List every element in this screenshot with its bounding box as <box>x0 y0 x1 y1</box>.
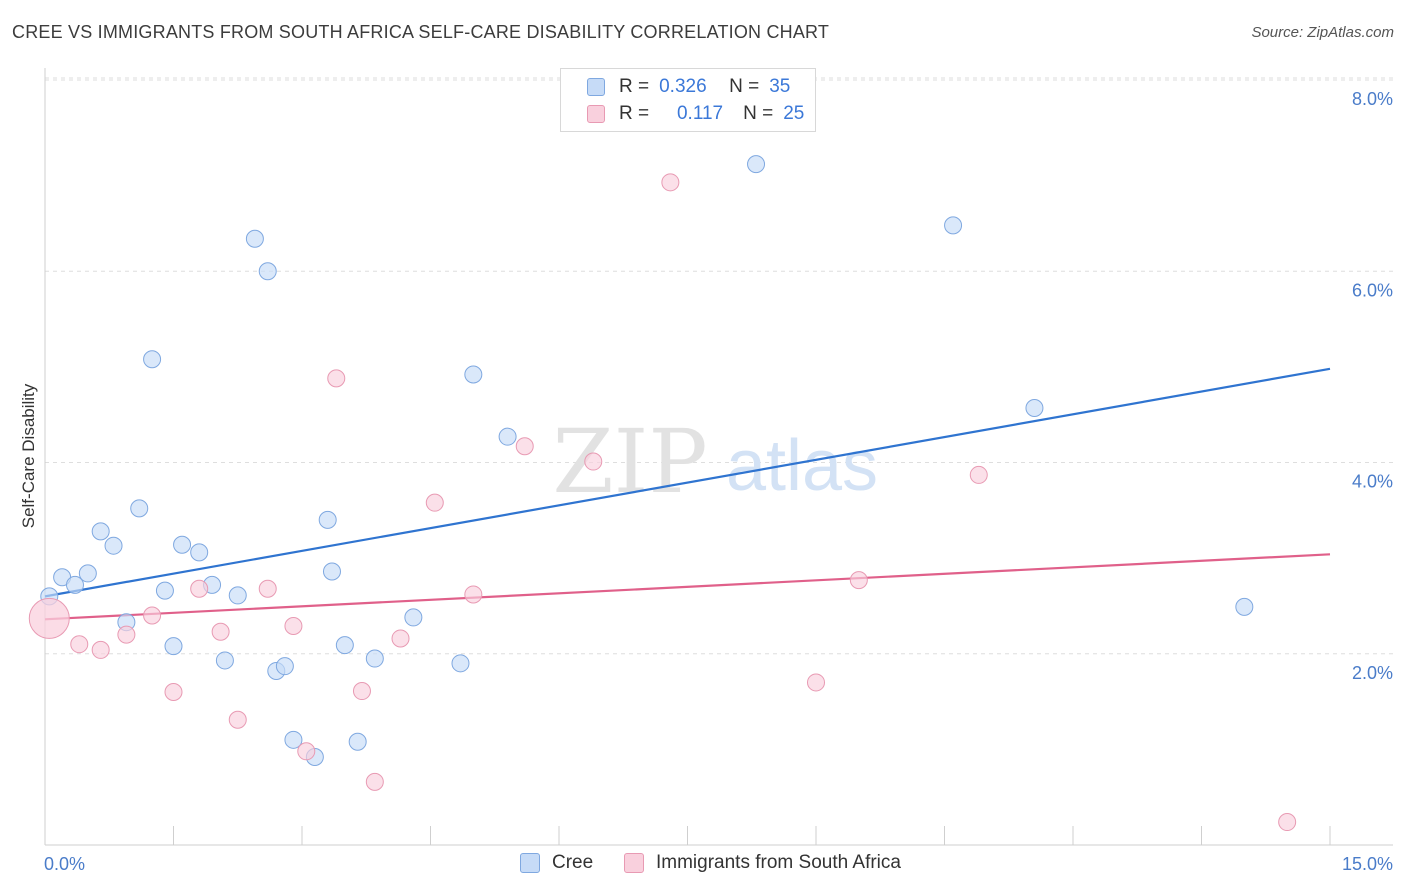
cree-point <box>335 636 354 655</box>
south-africa-point <box>807 673 825 692</box>
cree-point <box>322 562 341 581</box>
stats-legend: R = 0.326 N = 35 R = 0.117 N = 25 <box>560 68 816 132</box>
legend-swatch-south-africa <box>624 853 644 873</box>
south-africa-point <box>297 742 316 761</box>
cree-point <box>215 651 234 670</box>
legend-swatch-cree <box>520 853 540 873</box>
south-africa-point <box>391 629 410 648</box>
series-legend: Cree Immigrants from South Africa <box>0 852 1406 878</box>
south-africa-point <box>91 640 110 659</box>
cree-point <box>1235 597 1254 616</box>
south-africa-point <box>228 710 247 729</box>
cree-point <box>164 637 183 656</box>
trend-line-cree <box>44 367 1331 598</box>
cree-point <box>245 229 264 248</box>
x-tick-label-min: 0.0% <box>44 854 85 874</box>
cree-point <box>498 427 517 446</box>
watermark-atlas: atlas <box>726 426 878 506</box>
south-africa-point <box>425 493 444 512</box>
cree-point <box>747 155 766 174</box>
legend-r-value: 0.326 <box>659 76 707 97</box>
cree-point <box>78 564 97 583</box>
y-tick-label: 2.0% <box>1352 663 1393 683</box>
cree-point <box>65 575 84 594</box>
x-tick-marks <box>173 826 1331 845</box>
cree-point <box>944 216 963 235</box>
gridlines <box>45 77 1393 655</box>
south-africa-point <box>969 465 988 484</box>
legend-n-value: 25 <box>783 103 805 124</box>
legend-swatch-cree <box>587 78 605 96</box>
data-points <box>28 155 1297 832</box>
trend-lines <box>44 367 1331 621</box>
cree-point <box>258 262 277 281</box>
south-africa-point <box>211 622 230 641</box>
south-africa-point <box>849 571 868 590</box>
cree-point <box>190 543 209 562</box>
legend-label-south-africa: Immigrants from South Africa <box>656 852 901 873</box>
south-africa-point <box>1278 813 1297 832</box>
south-africa-point <box>143 606 162 625</box>
south-africa-point <box>190 579 209 598</box>
legend-swatch-south-africa <box>587 105 605 123</box>
cree-point <box>318 510 337 529</box>
south-africa-point <box>661 173 680 192</box>
south-africa-point <box>28 597 70 639</box>
y-tick-label: 4.0% <box>1352 472 1393 492</box>
legend-r-label: R = <box>619 103 650 124</box>
south-africa-point <box>258 579 277 598</box>
south-africa-point <box>117 625 136 644</box>
chart-source: Source: ZipAtlas.com <box>1251 24 1394 41</box>
trend-line-south-africa <box>44 553 1331 621</box>
cree-point <box>143 350 162 369</box>
chart-title: CREE VS IMMIGRANTS FROM SOUTH AFRICA SEL… <box>12 22 830 42</box>
y-axis-label: Self-Care Disability <box>19 383 38 528</box>
south-africa-point <box>365 772 384 791</box>
cree-point <box>104 536 123 555</box>
south-africa-point <box>70 635 89 654</box>
cree-point <box>451 654 470 673</box>
cree-point <box>348 732 367 751</box>
axes <box>44 68 1393 846</box>
cree-point <box>173 535 192 554</box>
south-africa-point <box>164 683 183 701</box>
south-africa-point <box>515 437 534 456</box>
cree-point <box>404 608 423 627</box>
cree-point <box>365 649 384 668</box>
south-africa-point <box>352 682 371 701</box>
south-africa-point <box>464 585 483 604</box>
legend-n-label: N = <box>743 103 774 124</box>
legend-r-value: 0.117 <box>676 103 724 124</box>
cree-point <box>91 522 110 541</box>
south-africa-point <box>584 452 603 471</box>
cree-point <box>1025 398 1044 417</box>
watermark-zip: ZIP <box>552 410 707 513</box>
cree-point <box>284 730 303 749</box>
legend-r-label: R = <box>619 76 650 97</box>
cree-point <box>464 365 483 384</box>
legend-row-south-africa: R = 0.117 N = 25 <box>587 101 804 127</box>
watermark: ZIP atlas <box>552 410 878 513</box>
y-tick-labels: 2.0% 4.0% 6.0% 8.0% <box>1352 89 1393 683</box>
cree-point <box>275 657 294 676</box>
y-tick-label: 6.0% <box>1352 280 1393 300</box>
cree-point <box>130 499 149 518</box>
legend-row-cree: R = 0.326 N = 35 <box>587 74 790 100</box>
cree-point <box>155 581 174 600</box>
y-tick-label: 8.0% <box>1352 89 1393 109</box>
legend-n-label: N = <box>729 76 760 97</box>
cree-point <box>228 586 247 605</box>
legend-label-cree: Cree <box>552 852 594 873</box>
south-africa-point <box>327 369 346 388</box>
x-tick-label-max: 15.0% <box>1342 854 1393 874</box>
legend-item-south-africa[interactable]: Immigrants from South Africa <box>624 852 901 874</box>
legend-item-cree[interactable]: Cree <box>520 852 593 874</box>
south-africa-point <box>284 617 303 636</box>
legend-n-value: 35 <box>769 76 791 97</box>
